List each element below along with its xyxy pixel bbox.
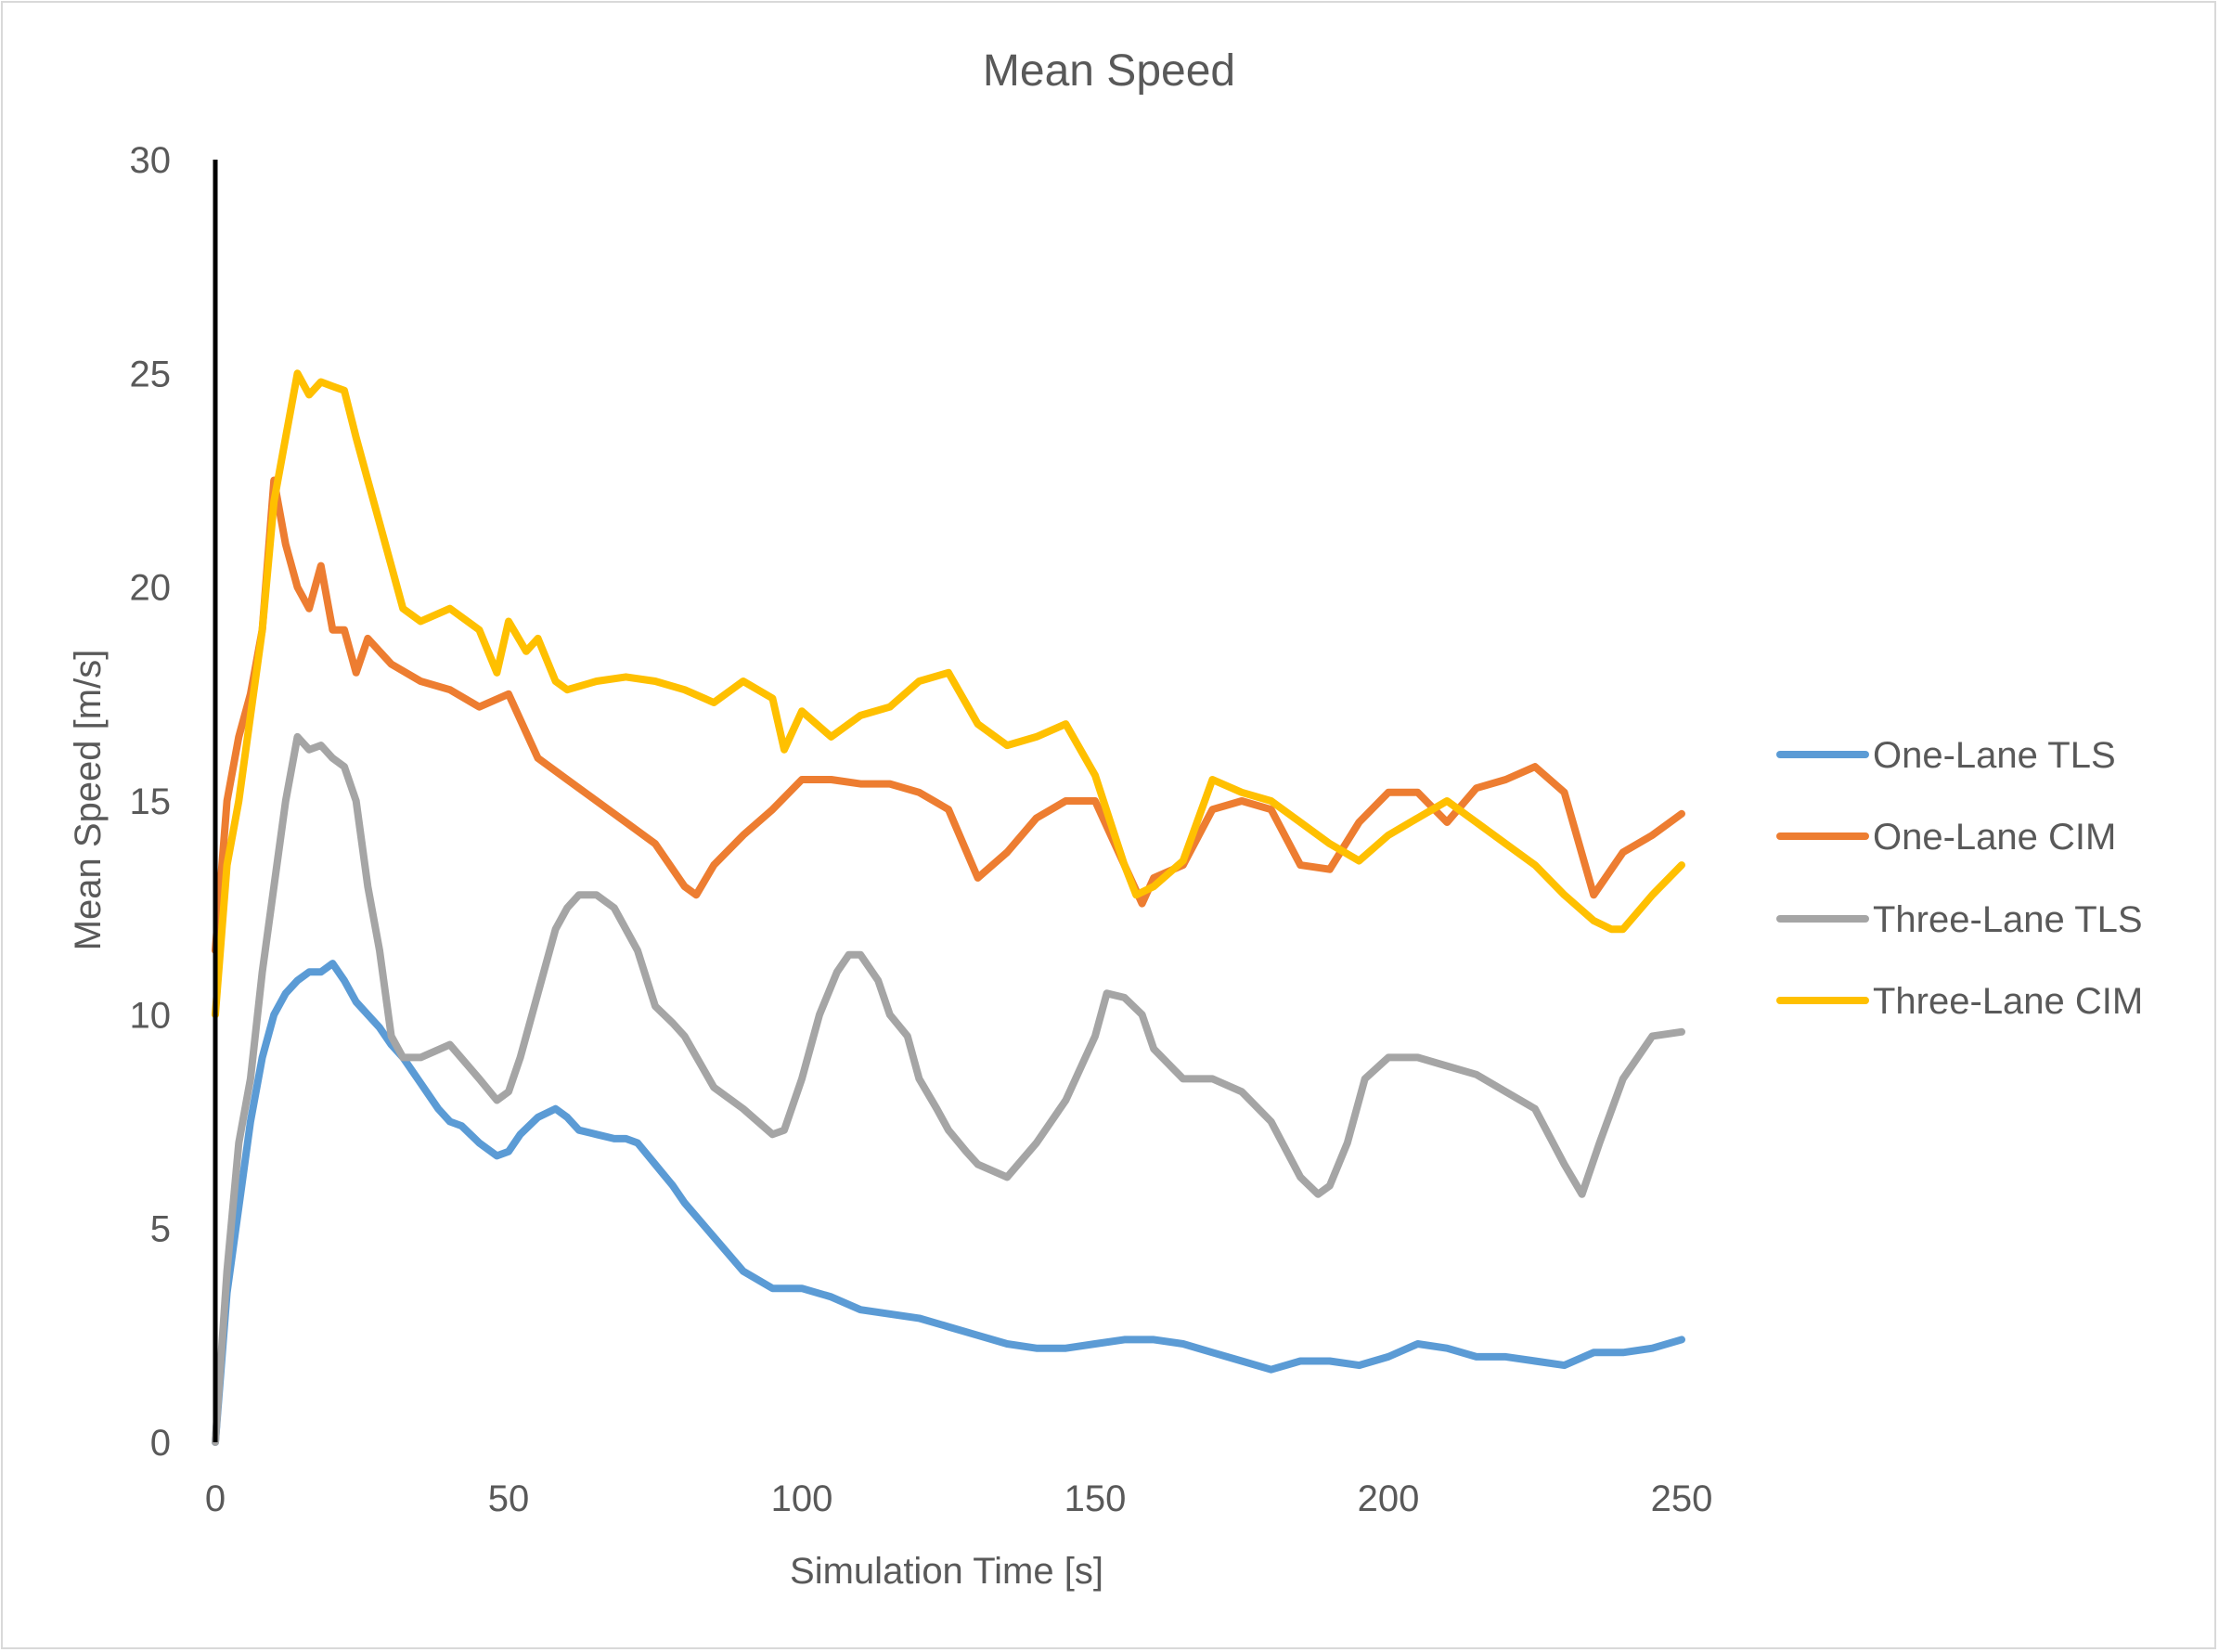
y-tick-label: 30	[130, 140, 172, 181]
x-tick-label: 200	[1358, 1478, 1420, 1519]
legend-label: One-Lane CIM	[1873, 817, 2116, 858]
legend-label: Three-Lane TLS	[1873, 899, 2143, 940]
x-tick-label: 250	[1651, 1478, 1713, 1519]
y-tick-label: 5	[150, 1209, 171, 1250]
chart-title: Mean Speed	[983, 46, 1235, 96]
series-line-2	[212, 732, 1685, 1446]
legend: One-Lane TLS One-Lane CIM Three-Lane TLS Th…	[1776, 735, 2143, 1022]
legend-label: Three-Lane CIM	[1873, 981, 2143, 1022]
plot-series-group	[212, 369, 1685, 1446]
y-tick-label: 15	[130, 781, 172, 822]
series-line-1	[212, 476, 1685, 955]
y-tick-labels: 0 5 10 15 20 25 30	[130, 140, 172, 1464]
series-line-0	[212, 960, 1685, 1446]
y-axis-title: Mean Speed [m/s]	[68, 650, 109, 951]
x-tick-label: 100	[771, 1478, 833, 1519]
x-tick-label: 150	[1064, 1478, 1127, 1519]
x-tick-labels: 0 50 100 150 200 250	[205, 1478, 1713, 1519]
series-line-3	[212, 369, 1685, 1019]
legend-label: One-Lane TLS	[1873, 735, 2116, 776]
y-tick-label: 20	[130, 568, 172, 609]
x-tick-label: 0	[205, 1478, 226, 1519]
x-axis-title: Simulation Time [s]	[790, 1551, 1103, 1592]
x-tick-label: 50	[488, 1478, 530, 1519]
y-tick-label: 10	[130, 995, 172, 1036]
y-tick-label: 0	[150, 1423, 171, 1464]
y-tick-label: 25	[130, 354, 172, 394]
